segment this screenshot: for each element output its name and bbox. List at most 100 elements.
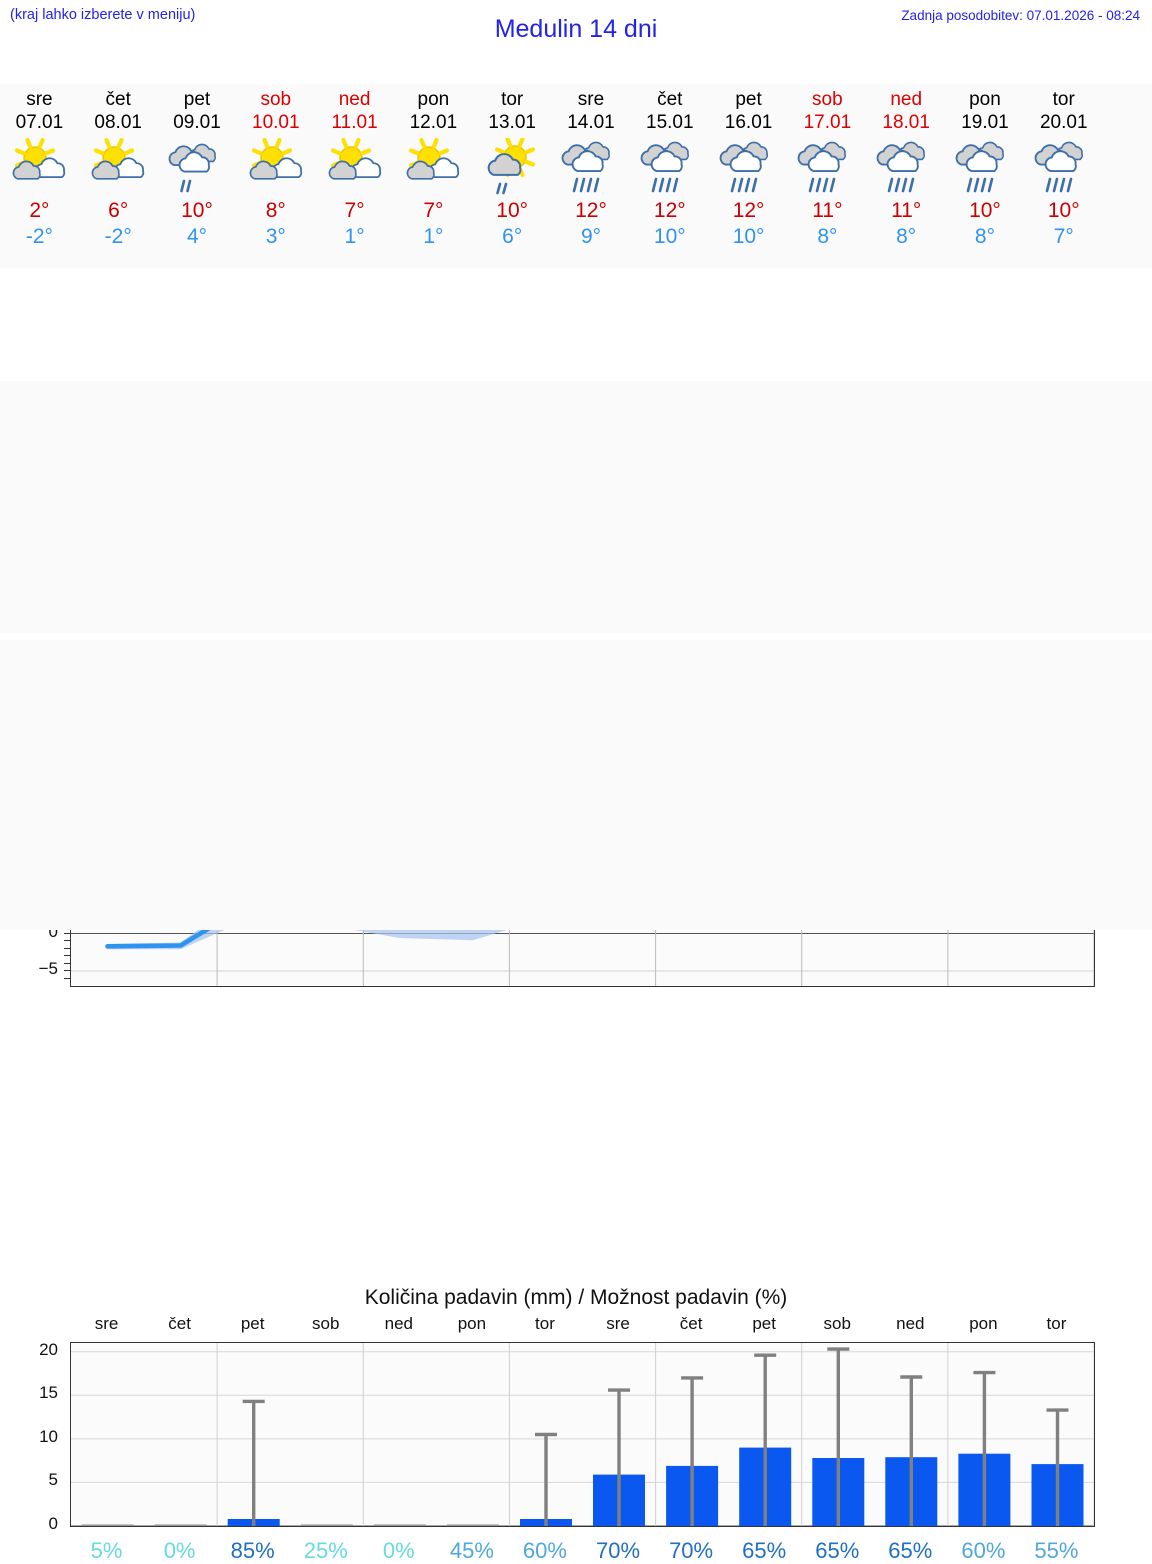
forecast-day-column[interactable]: tor 13.01 10° 6°: [473, 84, 552, 268]
forecast-day-name: sob: [260, 89, 292, 110]
precipitation-probability-label: 65%: [815, 1538, 860, 1563]
cloud-rain-icon: [714, 138, 784, 196]
precipitation-probability-label: 5%: [90, 1538, 123, 1563]
forecast-day-column[interactable]: sre 07.01 2° -2°: [0, 84, 79, 268]
forecast-day-column[interactable]: sre 14.01 12° 9°: [552, 84, 631, 268]
forecast-day-name: pon: [417, 89, 450, 110]
forecast-temp-max: 10°: [496, 199, 529, 222]
forecast-day-date: 09.01: [173, 112, 221, 133]
forecast-temp-max: 7°: [344, 199, 365, 222]
temperature-y-tick-label: 0: [48, 921, 58, 941]
forecast-day-name: sre: [577, 89, 605, 110]
forecast-day-column[interactable]: čet 08.01 6° -2°: [79, 84, 158, 268]
precipitation-day-label: tor: [535, 1314, 555, 1333]
cloud-rain-icon: [556, 138, 626, 196]
forecast-temp-max: 11°: [891, 199, 922, 222]
sun-cloud-icon: [320, 138, 390, 196]
precipitation-day-label: pon: [457, 1314, 487, 1333]
forecast-day-name: pet: [735, 89, 762, 110]
forecast-day-name: sre: [26, 89, 53, 110]
forecast-day-column[interactable]: ned 18.01 11° 8°: [867, 84, 946, 268]
precipitation-y-tick-label: 20: [39, 1339, 58, 1359]
precipitation-probability-label: 65%: [742, 1538, 787, 1563]
forecast-day-date: 17.01: [803, 112, 852, 133]
forecast-day-date: 15.01: [646, 112, 694, 133]
forecast-day-column[interactable]: pon 19.01 10° 8°: [946, 84, 1025, 268]
sun-cloud-icon: [398, 138, 468, 196]
precipitation-probability-label: 0%: [382, 1538, 415, 1563]
sun-cloud-icon: [241, 138, 311, 196]
forecast-day-date: 08.01: [94, 112, 142, 133]
page-title: Medulin 14 dni: [494, 15, 658, 43]
precipitation-bar: [300, 1524, 353, 1526]
precipitation-probability-label: 85%: [230, 1538, 275, 1563]
forecast-temp-min: -2°: [25, 225, 53, 248]
sun-cloud-rain-icon: [477, 138, 547, 196]
forecast-day-date: 12.01: [409, 112, 458, 133]
forecast-day-column[interactable]: pet 09.01 10° 4°: [158, 84, 237, 268]
forecast-temp-min: 8°: [974, 225, 995, 248]
forecast-temp-max: 10°: [181, 199, 213, 222]
forecast-day-date: 19.01: [961, 112, 1009, 133]
precipitation-plot-area: [70, 1342, 1095, 1527]
forecast-temp-min: 4°: [186, 225, 208, 248]
forecast-day-column[interactable]: čet 15.01 12° 10°: [630, 84, 709, 268]
precipitation-probability-label: 25%: [303, 1538, 348, 1563]
precipitation-y-tick-label: 5: [48, 1470, 58, 1490]
precipitation-day-label: tor: [1046, 1314, 1067, 1333]
forecast-temp-max: 12°: [732, 199, 765, 222]
precipitation-probability-label: 70%: [669, 1538, 714, 1563]
forecast-day-date: 13.01: [488, 112, 536, 133]
forecast-day-date: 14.01: [567, 112, 615, 133]
precipitation-y-tick-label: 15: [39, 1383, 58, 1403]
forecast-temp-max: 2°: [29, 199, 50, 222]
precipitation-day-label: sob: [823, 1314, 851, 1333]
forecast-day-date: 11.01: [331, 112, 378, 133]
forecast-temp-max: 7°: [423, 199, 444, 222]
forecast-day-name: pet: [183, 89, 211, 110]
forecast-day-column[interactable]: ned 11.01 7° 1°: [315, 84, 394, 268]
forecast-day-name: ned: [890, 89, 923, 110]
cloud-rain-icon: [871, 138, 941, 196]
forecast-day-date: 20.01: [1039, 112, 1088, 133]
top-header-bar: (kraj lahko izberete v meniju) Medulin 1…: [0, 0, 1152, 60]
forecast-temp-max: 10°: [1047, 199, 1080, 222]
precipitation-bar: [154, 1524, 207, 1526]
forecast-temp-min: 10°: [653, 225, 686, 248]
precipitation-probability-label: 55%: [1034, 1538, 1079, 1563]
forecast-day-name: pon: [969, 89, 1001, 110]
cloud-lightrain-icon: [162, 138, 232, 196]
forecast-day-name: čet: [657, 89, 683, 110]
cloud-rain-icon: [1029, 138, 1099, 196]
last-updated-text: Zadnja posodobitev: 07.01.2026 - 08:24: [901, 8, 1140, 23]
forecast-day-name: tor: [501, 89, 524, 110]
forecast-day-date: 07.01: [15, 112, 64, 133]
forecast-temp-min: 3°: [265, 225, 286, 248]
forecast-day-date: 10.01: [252, 112, 300, 133]
forecast-day-column[interactable]: pon 12.01 7° 1°: [394, 84, 473, 268]
precipitation-day-label: pon: [969, 1314, 998, 1333]
precipitation-day-label: sre: [94, 1314, 119, 1333]
precipitation-probability-label: 60%: [522, 1538, 567, 1563]
sun-cloud-icon: [4, 138, 74, 196]
forecast-day-column[interactable]: tor 20.01 10° 7°: [1024, 84, 1103, 268]
forecast-temp-max: 10°: [969, 199, 1001, 222]
forecast-temp-max: 12°: [575, 199, 607, 222]
precipitation-bar: [373, 1524, 426, 1526]
sun-cloud-icon: [83, 138, 153, 196]
forecast-temp-min: 1°: [423, 225, 444, 248]
precipitation-bar: [81, 1524, 134, 1526]
precipitation-day-labels: sre čet pet sob ned pon tor sre čet pet sob ned pon t…: [0, 1314, 1152, 1338]
forecast-temp-max: 6°: [108, 199, 129, 222]
precipitation-probability-label: 45%: [449, 1538, 494, 1563]
forecast-day-column[interactable]: pet 16.01 12° 10°: [709, 84, 788, 268]
forecast-day-column[interactable]: sob 17.01 11° 8°: [788, 84, 867, 268]
cloud-rain-icon: [792, 138, 862, 196]
forecast-temp-min: 7°: [1053, 225, 1074, 248]
forecast-temp-min: 9°: [580, 225, 602, 248]
forecast-day-name: tor: [1052, 89, 1075, 110]
forecast-day-column[interactable]: sob 10.01 8° 3°: [236, 84, 315, 268]
forecast-temp-min: 8°: [896, 225, 917, 248]
precipitation-day-label: sre: [606, 1314, 630, 1333]
daily-forecast-strip: sre 07.01 2° -2° čet 08.01 6° -2° pet 09.01 10°…: [0, 84, 1152, 268]
